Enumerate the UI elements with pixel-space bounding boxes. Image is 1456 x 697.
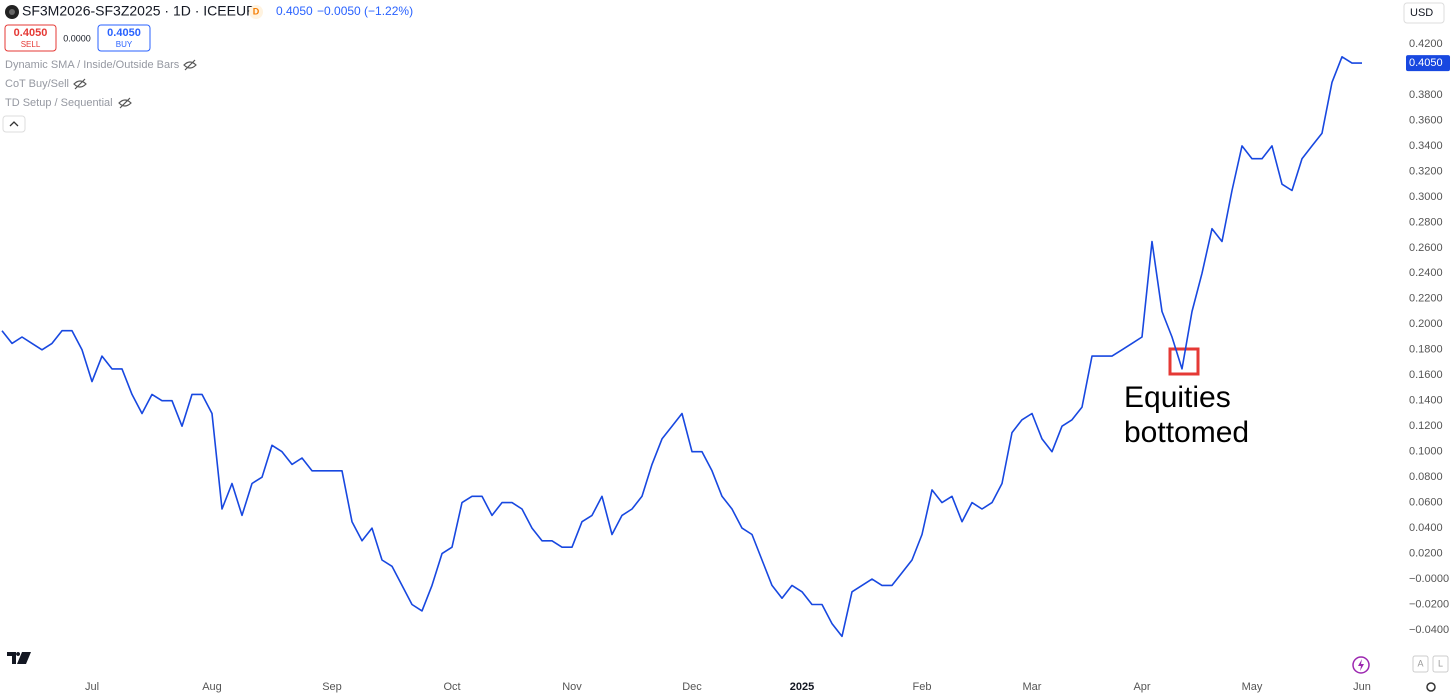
- y-tick-label: 0.2800: [1409, 216, 1443, 228]
- y-tick-label: 0.1200: [1409, 420, 1443, 432]
- log-button[interactable]: [1432, 655, 1449, 673]
- x-tick-label: Apr: [1133, 681, 1150, 693]
- y-tick-label: −0.0000: [1409, 573, 1449, 585]
- badge: D: [253, 6, 260, 16]
- symbol[interactable]: SF3M2026-SF3Z2025 · 1D · ICEEUR: [22, 3, 256, 19]
- lightning-icon: [1358, 659, 1364, 671]
- lightning-button[interactable]: [1352, 656, 1370, 674]
- indicator[interactable]: Dynamic SMA / Inside/Outside Bars: [5, 59, 180, 71]
- collapse-icon: [9, 121, 19, 127]
- sell-label: SELL: [21, 40, 41, 49]
- last-price-box: [1406, 55, 1450, 72]
- hide-icon[interactable]: [183, 59, 197, 71]
- button-label: L: [1438, 658, 1443, 668]
- settings-icon[interactable]: [1426, 682, 1436, 692]
- x-tick-label: Feb: [913, 681, 932, 693]
- x-tick-label: May: [1242, 681, 1263, 693]
- eye-icons: [73, 59, 197, 109]
- buy-price: 0.4050: [107, 27, 141, 39]
- x-tick-label: Aug: [202, 681, 222, 693]
- y-tick-label: 0.0400: [1409, 522, 1443, 534]
- y-tick-label: 0.3800: [1409, 89, 1443, 101]
- y-tick-label: 0.3200: [1409, 165, 1443, 177]
- y-tick-label: 0.2400: [1409, 267, 1443, 279]
- hide-icon[interactable]: [73, 78, 87, 90]
- y-tick-label: 0.4200: [1409, 38, 1443, 50]
- y-tick-label: 0.0800: [1409, 471, 1443, 483]
- hide-icon[interactable]: [118, 97, 132, 109]
- collapse-button[interactable]: [2, 115, 26, 133]
- buy-button[interactable]: [97, 24, 151, 52]
- auto-button[interactable]: [1412, 655, 1429, 673]
- change: −0.0050 (−1.22%): [317, 4, 413, 18]
- x-tick-label: Dec: [682, 681, 702, 693]
- buy-label: BUY: [116, 40, 133, 49]
- y-tick-label: 0.1600: [1409, 369, 1443, 381]
- y-tick-label: 0.1800: [1409, 344, 1443, 356]
- sell-price: 0.4050: [14, 27, 48, 39]
- y-tick-label: 0.3400: [1409, 140, 1443, 152]
- x-tick-label: Nov: [562, 681, 582, 693]
- y-tick-label: 0.2200: [1409, 293, 1443, 305]
- y-tick-label: 0.0600: [1409, 497, 1443, 509]
- symbol-icon-inner: [9, 9, 15, 15]
- currency: USD: [1410, 7, 1433, 19]
- badge-bg: [249, 5, 263, 19]
- indicator[interactable]: CoT Buy/Sell: [5, 78, 69, 90]
- spread: 0.0000: [63, 33, 91, 43]
- price: 0.4050: [276, 4, 313, 18]
- y-tick-label: 0.0200: [1409, 547, 1443, 559]
- annotation-box: [1168, 347, 1200, 376]
- currency-button[interactable]: [1403, 2, 1445, 24]
- x-tick-label: 2025: [790, 681, 814, 693]
- annotation: bottomed: [1124, 416, 1249, 449]
- y-tick-label: −0.0400: [1409, 624, 1449, 636]
- indicator[interactable]: TD Setup / Sequential: [5, 97, 113, 109]
- y-tick-label: 0.1400: [1409, 395, 1443, 407]
- x-tick-label: Jul: [85, 681, 99, 693]
- x-tick-label: Jun: [1353, 681, 1371, 693]
- x-tick-label: Sep: [322, 681, 342, 693]
- x-tick-label: Mar: [1023, 681, 1042, 693]
- y-tick-label: 0.2000: [1409, 318, 1443, 330]
- button-label: A: [1417, 658, 1423, 668]
- last-price-label: 0.4050: [1409, 57, 1443, 69]
- sell-button[interactable]: [4, 24, 57, 52]
- y-tick-label: 0.3600: [1409, 114, 1443, 126]
- x-tick-label: Oct: [443, 681, 460, 693]
- y-tick-label: 0.1000: [1409, 446, 1443, 458]
- annotation: Equities: [1124, 381, 1231, 414]
- y-tick-label: 0.3000: [1409, 191, 1443, 203]
- y-tick-label: −0.0200: [1409, 598, 1449, 610]
- logo-mark[interactable]: [7, 652, 31, 664]
- price-line: [1, 56, 1362, 638]
- y-tick-label: 0.2600: [1409, 242, 1443, 254]
